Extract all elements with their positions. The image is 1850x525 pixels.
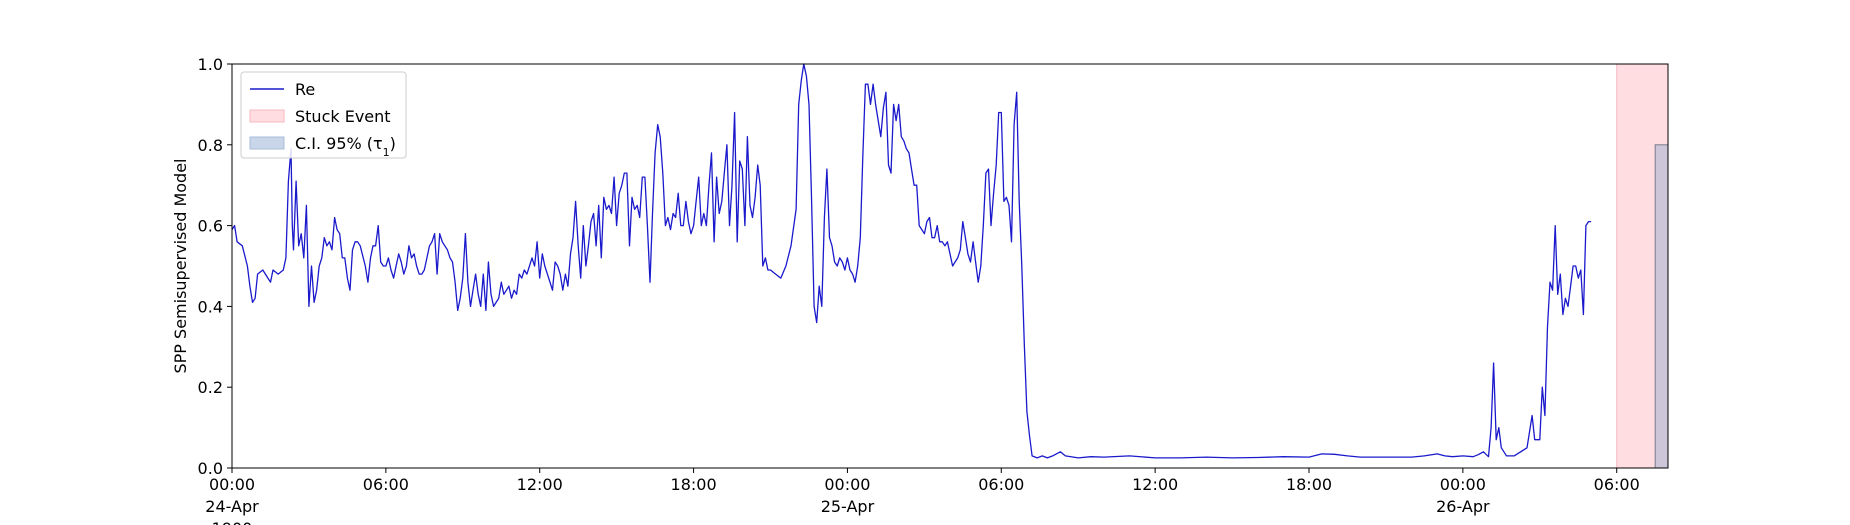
y-axis-label: SPP Semisupervised Model [171,159,190,374]
y-tick-label: 0.6 [198,217,223,236]
ci-band [1654,144,1669,469]
legend-swatch-patch [249,109,285,123]
legend-label: Re [295,80,315,99]
x-tick-time: 00:00 [1440,475,1486,494]
x-tick-time: 12:00 [1132,475,1178,494]
ci-band-rect [1654,144,1669,469]
y-tick-label: 1.0 [198,55,223,74]
x-tick-time: 06:00 [363,475,409,494]
x-tick-year: 1900 [212,519,253,525]
y-tick-label: 0.8 [198,136,223,155]
series-line-re [231,63,1592,459]
x-tick-time: 00:00 [824,475,870,494]
series-line-group [231,63,1592,459]
y-tick-group: 0.0 0.2 0.4 0.6 0.8 1.0 [198,55,232,478]
x-tick-date: 25-Apr [821,497,875,516]
x-tick-date: 26-Apr [1436,497,1490,516]
y-tick-label: 0.4 [198,297,223,316]
legend-label: Stuck Event [295,107,391,126]
y-tick-label: 0.2 [198,378,223,397]
x-tick-date: 24-Apr [205,497,259,516]
x-tick-time: 00:00 [209,475,255,494]
x-tick-time: 18:00 [1286,475,1332,494]
x-tick-time: 06:00 [1594,475,1640,494]
x-tick-time: 18:00 [671,475,717,494]
x-tick-group: 00:00 24-Apr 1900 06:00 12:00 18:00 00:00 25-Ap… [205,468,1640,525]
plot-frame [231,63,1669,469]
x-tick-time: 12:00 [517,475,563,494]
y-tick-label: 0.0 [198,459,223,478]
x-tick-time: 06:00 [978,475,1024,494]
axes [231,63,1669,469]
legend-swatch-patch [249,136,285,150]
